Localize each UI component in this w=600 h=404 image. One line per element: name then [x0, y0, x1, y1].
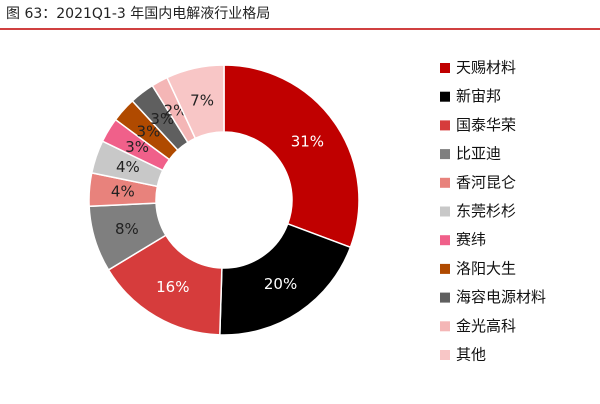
data-label: 31% — [291, 133, 324, 151]
legend-swatch — [440, 63, 450, 73]
data-label: 8% — [115, 220, 139, 238]
legend-swatch — [440, 292, 450, 303]
data-label: 3% — [125, 138, 149, 156]
legend-swatch — [440, 206, 450, 217]
legend-swatch — [440, 120, 450, 131]
data-label: 20% — [264, 275, 297, 293]
legend-label: 比亚迪 — [456, 145, 501, 163]
legend-label: 香河昆仑 — [456, 173, 516, 191]
data-label: 16% — [156, 278, 189, 296]
legend-swatch — [440, 235, 450, 246]
donut-slice — [223, 64, 360, 249]
legend-label: 洛阳大生 — [456, 259, 516, 277]
data-label: 7% — [190, 91, 214, 109]
legend-label: 新宙邦 — [456, 87, 501, 105]
legend-label: 其他 — [456, 346, 486, 364]
legend-swatch — [440, 321, 450, 332]
legend-swatch — [440, 350, 450, 360]
legend-swatch — [440, 177, 450, 188]
legend-swatch — [440, 149, 450, 160]
chart-title: 图 63：2021Q1-3 年国内电解液行业格局 — [6, 6, 270, 22]
legend-label: 海容电源材料 — [456, 288, 546, 306]
legend-label: 赛纬 — [456, 231, 486, 249]
donut-slice — [166, 64, 225, 140]
legend-label: 国泰华荣 — [456, 116, 516, 134]
legend-swatch — [440, 263, 450, 274]
data-label: 4% — [116, 158, 140, 176]
donut-slice — [219, 222, 352, 336]
data-label: 3% — [137, 123, 161, 141]
legend-label: 金光高科 — [456, 317, 516, 335]
legend-label: 东莞杉杉 — [456, 202, 516, 220]
data-label: 4% — [111, 183, 135, 201]
data-label: 3% — [150, 110, 174, 128]
legend-swatch — [440, 91, 450, 102]
legend-label: 天赐材料 — [456, 59, 516, 77]
